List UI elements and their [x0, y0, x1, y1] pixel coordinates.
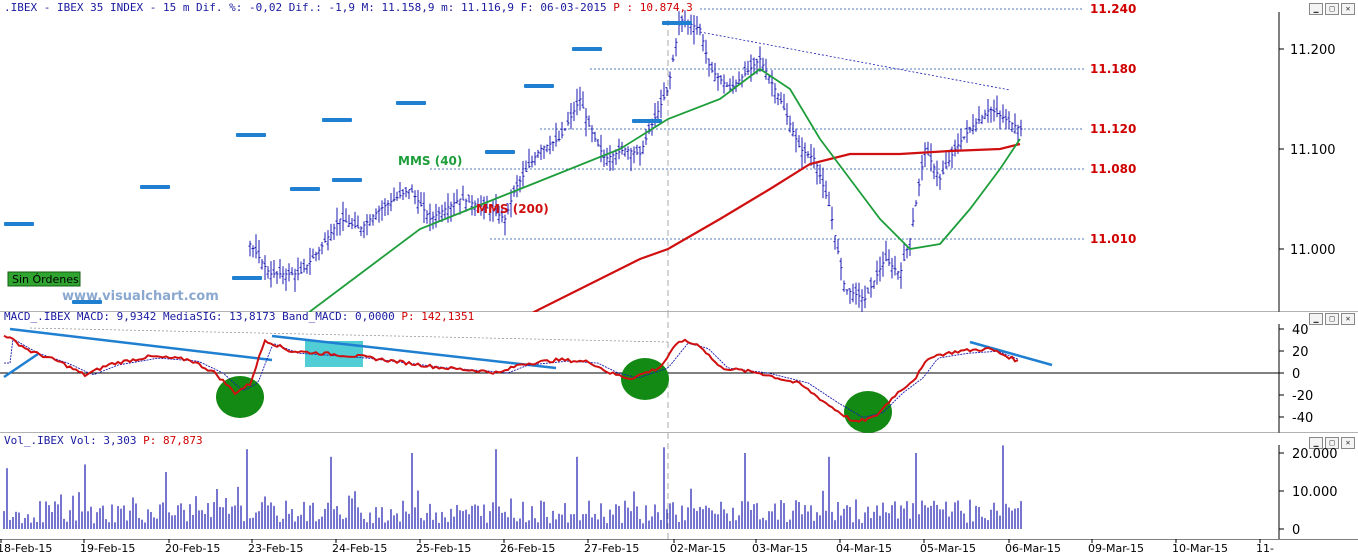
swing-mark	[396, 101, 426, 105]
volume-y-tick-label: 20.000	[1292, 447, 1338, 462]
x-tick-label: 03-Mar-15	[752, 542, 808, 555]
macd-y-tick-label: 40	[1292, 323, 1309, 338]
volume-minimize-button[interactable]: ▁	[1309, 437, 1323, 449]
swing-mark	[485, 150, 515, 154]
volume-chart[interactable]: 20.000 10.000 0	[0, 433, 1358, 539]
macd-trendline-4	[969, 340, 1053, 367]
level-label: 11.080	[1090, 162, 1136, 176]
mms40-line	[307, 67, 1021, 312]
macd-header: MACD_.IBEX MACD: 9,9342 MediaSIG: 13,817…	[4, 310, 474, 323]
x-tick-label: 09-Mar-15	[1088, 542, 1144, 555]
macd-pane-controls: ▁ □ ✕	[1309, 313, 1355, 325]
macd-y-tick-label: 20	[1292, 345, 1309, 360]
mms200-line	[531, 142, 1021, 312]
price-symbol: .IBEX - IBEX 35 INDEX	[4, 1, 144, 14]
orders-label: Sin Órdenes	[12, 273, 79, 286]
swing-mark	[236, 133, 266, 137]
close-button[interactable]: ✕	[1341, 3, 1355, 15]
macd-y-tick-label: -40	[1292, 411, 1313, 426]
level-label: 11.010	[1090, 232, 1136, 246]
x-tick-label: 19-Feb-15	[80, 542, 135, 555]
y-tick-label: 11.200	[1290, 43, 1336, 58]
level-label: 11.180	[1090, 62, 1136, 76]
macd-close-button[interactable]: ✕	[1341, 313, 1355, 325]
x-axis: 18-Feb-15 19-Feb-15 20-Feb-15 23-Feb-15 24-F…	[0, 539, 1358, 555]
price-chart[interactable]: 11.24011.18011.12011.08011.01010.92010.8…	[0, 0, 1358, 312]
resistance-trendline	[699, 31, 1011, 91]
x-tick-label: 24-Feb-15	[332, 542, 387, 555]
mms40-label: MMS (40)	[398, 154, 462, 168]
macd-highlight-circle	[844, 391, 892, 433]
price-stats: - 15 m Dif. %: -0,02 Dif.: -1,9 M: 11.15…	[143, 1, 607, 14]
volume-pane: Vol_.IBEX Vol: 3,303 P: 87,873 ▁ □ ✕ 20.…	[0, 433, 1358, 539]
swing-mark	[524, 84, 554, 88]
level-label: 11.240	[1090, 2, 1136, 16]
mms200-label: MMS (200)	[476, 202, 549, 216]
x-tick-label: 25-Feb-15	[416, 542, 471, 555]
y-tick-label: 11.100	[1290, 143, 1336, 158]
x-tick-label: 06-Mar-15	[1005, 542, 1061, 555]
x-tick-label: 04-Mar-15	[836, 542, 892, 555]
macd-chart[interactable]: 40 20 0 -20 -40	[0, 312, 1358, 433]
orders-badge[interactable]	[7, 271, 81, 287]
volume-pane-controls: ▁ □ ✕	[1309, 437, 1355, 449]
maximize-button[interactable]: □	[1325, 3, 1339, 15]
price-pane-controls: ▁ □ ✕	[1309, 3, 1355, 15]
volume-close-button[interactable]: ✕	[1341, 437, 1355, 449]
swing-mark	[662, 21, 692, 25]
macd-pane: MACD_.IBEX MACD: 9,9342 MediaSIG: 13,817…	[0, 310, 1358, 433]
macd-y-tick-label: -20	[1292, 389, 1313, 404]
x-tick-label: 20-Feb-15	[165, 542, 220, 555]
macd-trendline-3	[271, 334, 557, 370]
x-tick-label: 10-Mar-15	[1172, 542, 1228, 555]
macd-maximize-button[interactable]: □	[1325, 313, 1339, 325]
x-tick-label: 02-Mar-15	[670, 542, 726, 555]
swing-mark	[232, 276, 262, 280]
volume-maximize-button[interactable]: □	[1325, 437, 1339, 449]
swing-mark	[332, 178, 362, 182]
swing-mark	[140, 185, 170, 189]
x-tick-label: 23-Feb-15	[248, 542, 303, 555]
macd-signal-line	[4, 338, 1019, 418]
macd-minimize-button[interactable]: ▁	[1309, 313, 1323, 325]
price-pane: .IBEX - IBEX 35 INDEX - 15 m Dif. %: -0,…	[0, 0, 1358, 312]
level-label: 11.120	[1090, 122, 1136, 136]
volume-y-tick-label: 0	[1292, 523, 1300, 538]
macd-resistance-trend	[29, 327, 669, 343]
swing-mark	[572, 47, 602, 51]
swing-mark	[72, 300, 102, 304]
macd-trendline-2	[3, 352, 39, 379]
y-tick-label: 11.000	[1290, 243, 1336, 258]
watermark: www.visualchart.com	[62, 289, 219, 304]
macd-trendline-1	[9, 327, 273, 362]
macd-values: MACD_.IBEX MACD: 9,9342 MediaSIG: 13,817…	[4, 310, 395, 323]
volume-values: Vol_.IBEX Vol: 3,303	[4, 434, 137, 447]
x-tick-label: 18-Feb-15	[0, 542, 52, 555]
macd-line	[3, 334, 1019, 423]
macd-last: P: 142,1351	[394, 310, 475, 323]
minimize-button[interactable]: ▁	[1309, 3, 1323, 15]
price-header: .IBEX - IBEX 35 INDEX - 15 m Dif. %: -0,…	[4, 1, 693, 14]
x-tick-label: 27-Feb-15	[584, 542, 639, 555]
macd-y-tick-label: 0	[1292, 367, 1300, 382]
x-tick-label: 11-	[1256, 542, 1274, 555]
swing-mark	[322, 118, 352, 122]
volume-last: P: 87,873	[136, 434, 203, 447]
swing-mark	[4, 222, 34, 226]
x-tick-label: 05-Mar-15	[920, 542, 976, 555]
x-tick-label: 26-Feb-15	[500, 542, 555, 555]
volume-y-tick-label: 10.000	[1292, 485, 1338, 500]
swing-mark	[290, 187, 320, 191]
swing-mark	[632, 119, 662, 123]
price-last: P : 10.874,3	[606, 1, 693, 14]
volume-header: Vol_.IBEX Vol: 3,303 P: 87,873	[4, 434, 203, 447]
macd-highlight-circle	[216, 376, 264, 418]
